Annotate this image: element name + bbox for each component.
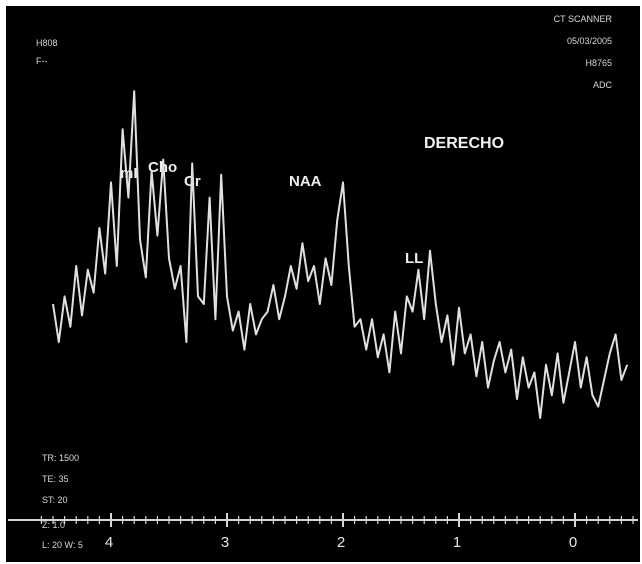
ppm-axis: 4 3 2 1 0 <box>8 513 638 551</box>
peak-label-ll: LL <box>405 250 423 267</box>
footer-left-line-2: TE: 35 <box>42 474 69 484</box>
axis-tick-label-0: 0 <box>569 534 577 551</box>
footer-left-line-5: L: 20 W: 5 <box>42 540 83 550</box>
axis-tick-label-4: 4 <box>105 534 113 551</box>
peak-label-naa: NAA <box>289 173 322 190</box>
header-right-line-1: CT SCANNER <box>554 14 613 24</box>
spectrum-chart: H808 F-- CT SCANNER 05/03/2005 H8765 ADC… <box>8 14 638 551</box>
spectrum-trace-layer <box>52 90 629 419</box>
header-left-line-1: H808 <box>36 38 58 48</box>
spectrum-display: H808 F-- CT SCANNER 05/03/2005 H8765 ADC… <box>6 6 640 562</box>
footer-left-line-3: ST: 20 <box>42 495 68 505</box>
axis-tick-label-1: 1 <box>453 534 461 551</box>
spectrum-series-line-0 <box>52 90 629 419</box>
header-right-line-3: H8765 <box>585 58 612 68</box>
footer-left-line-1: TR: 1500 <box>42 453 79 463</box>
footer-left-line-4: Z: 1.0 <box>42 520 65 530</box>
header-right-line-2: 05/03/2005 <box>567 36 612 46</box>
chart-title: DERECHO <box>424 135 504 152</box>
axis-tick-label-2: 2 <box>337 534 345 551</box>
header-right-line-4: ADC <box>593 80 613 90</box>
header-left-line-2: F-- <box>36 56 48 66</box>
axis-tick-label-3: 3 <box>221 534 229 551</box>
